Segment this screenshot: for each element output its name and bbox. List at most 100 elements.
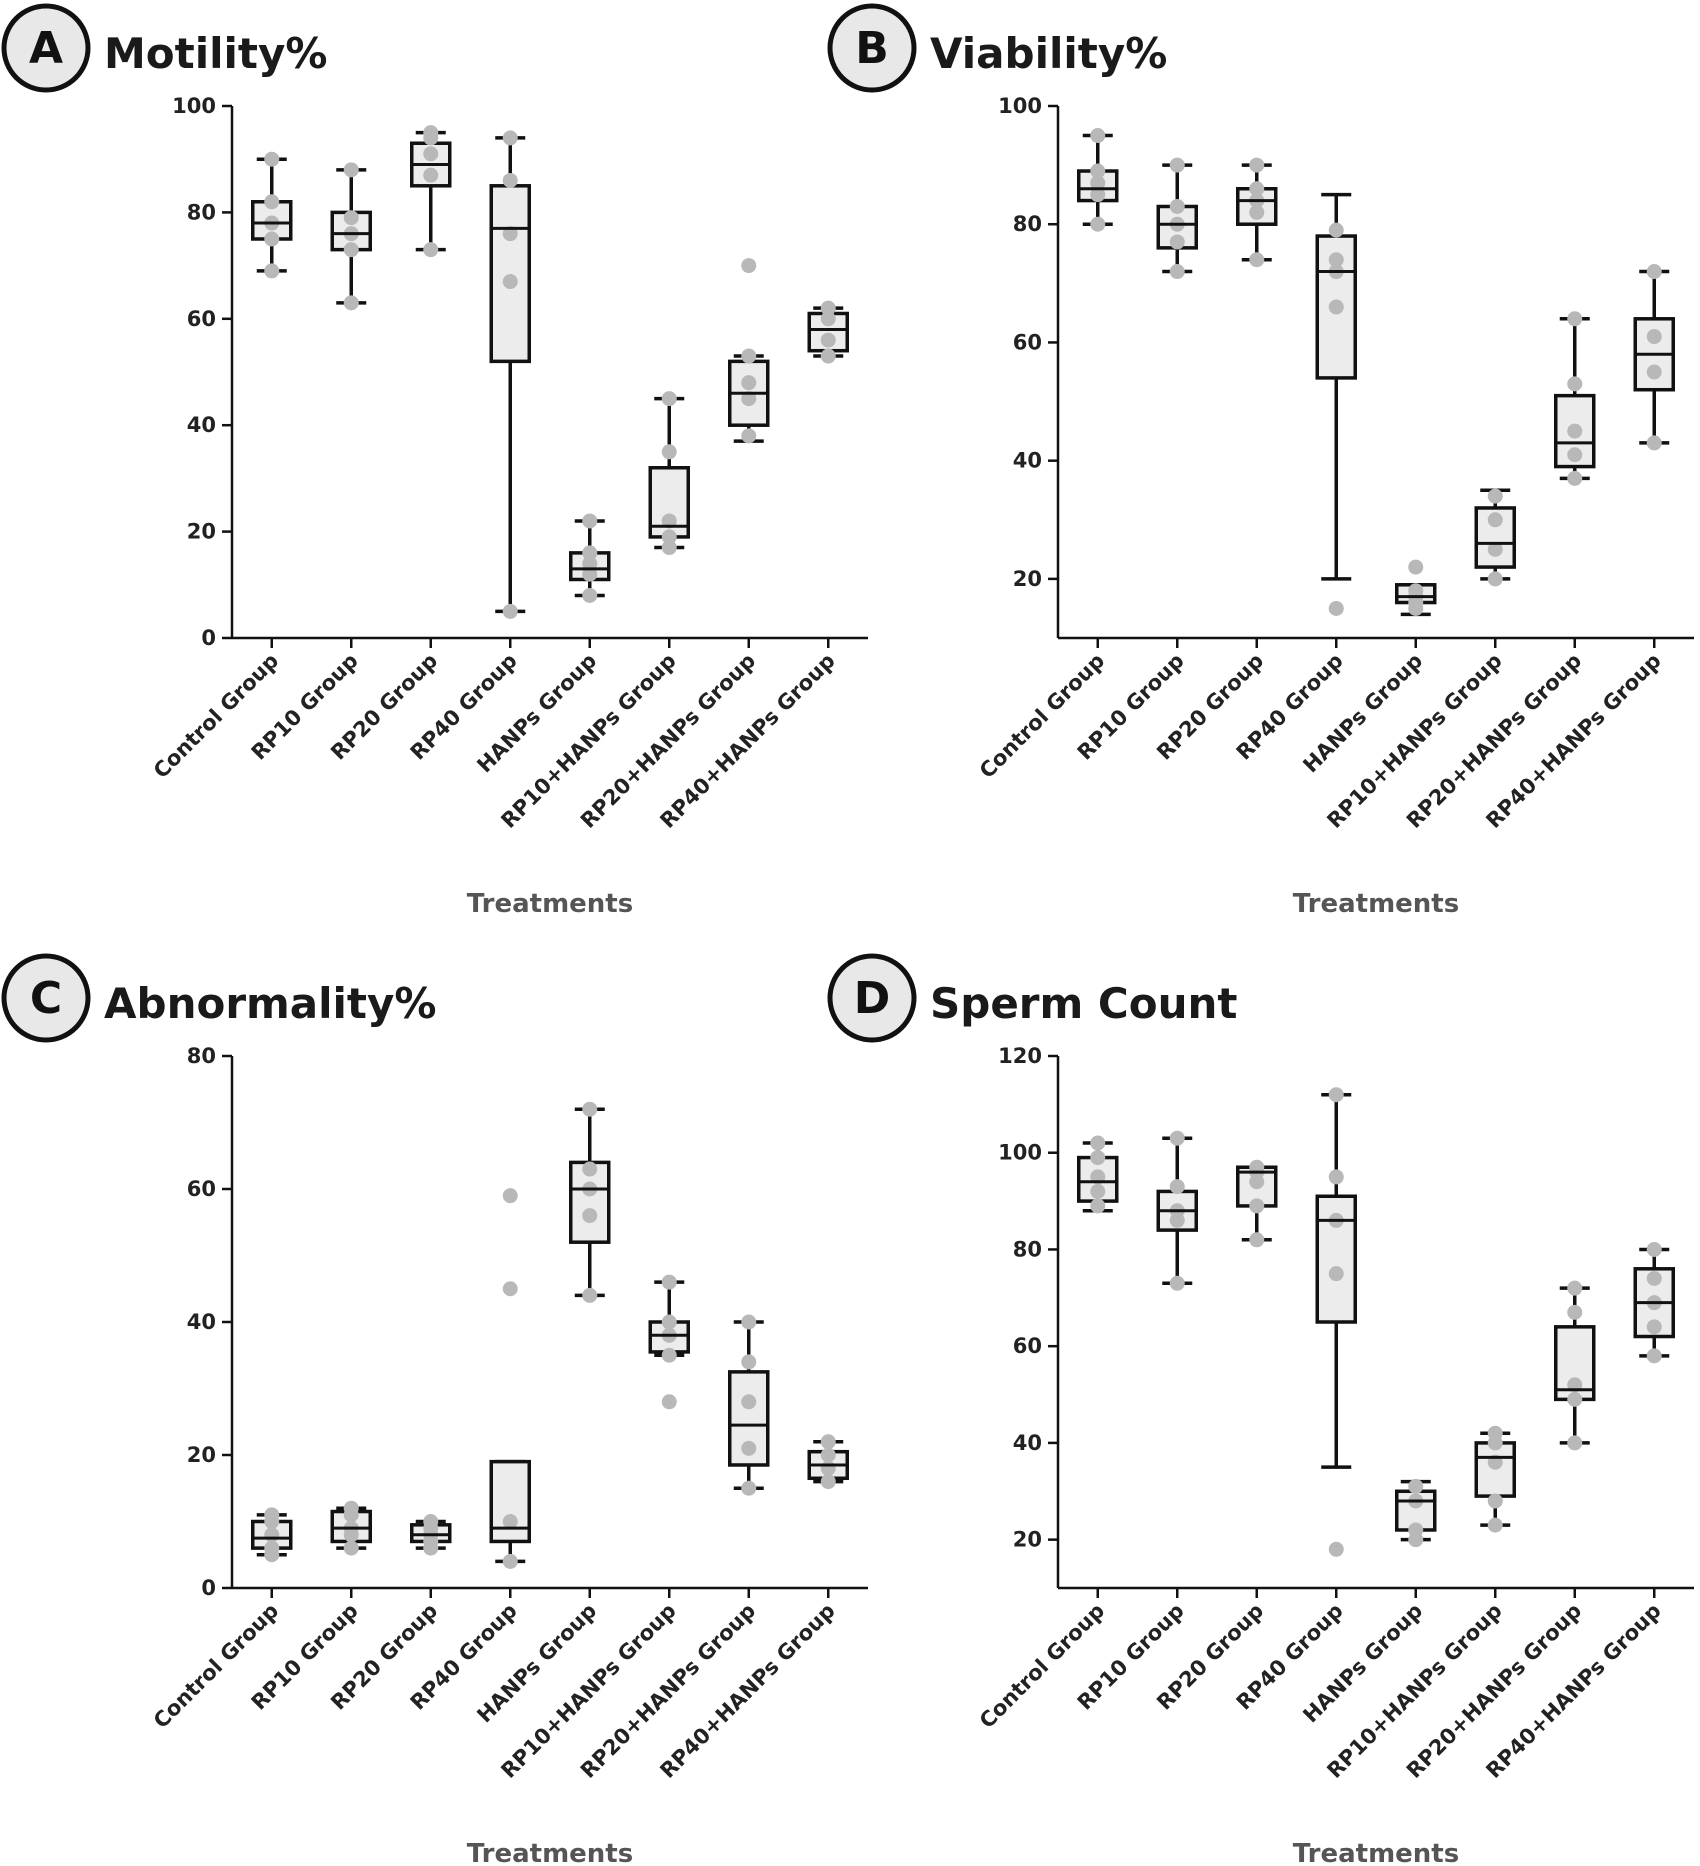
data-point — [661, 444, 677, 460]
box-plot — [1236, 1159, 1278, 1248]
data-point — [343, 162, 359, 178]
data-point — [661, 1394, 677, 1410]
data-point — [1487, 1425, 1503, 1441]
data-point — [1487, 1493, 1503, 1509]
box-plot — [1156, 157, 1198, 280]
data-point — [820, 311, 836, 327]
data-point — [820, 1460, 836, 1476]
data-point — [1328, 600, 1344, 616]
y-tick-label: 60 — [187, 307, 216, 331]
box-plot — [569, 1101, 611, 1303]
data-point — [343, 210, 359, 226]
data-point — [423, 1514, 439, 1529]
box-plot — [489, 130, 531, 619]
y-tick-label: 60 — [1013, 330, 1042, 354]
data-point — [661, 513, 677, 529]
data-point — [1328, 222, 1344, 238]
data-point — [1408, 559, 1424, 575]
data-point — [423, 146, 439, 162]
y-tick-label: 120 — [998, 1044, 1042, 1068]
data-point — [264, 231, 280, 247]
box-plot — [1077, 128, 1119, 232]
y-tick-label: 60 — [187, 1177, 216, 1201]
data-point — [1169, 234, 1185, 250]
panel-letter: D — [854, 973, 891, 1024]
data-point — [582, 1161, 598, 1177]
box-plot — [807, 1434, 849, 1490]
data-point — [582, 545, 598, 561]
data-point — [1090, 187, 1106, 203]
data-point — [264, 1507, 280, 1523]
data-point — [1567, 1304, 1583, 1320]
panel-badge — [1, 3, 91, 93]
y-tick-label: 100 — [998, 1141, 1042, 1165]
data-point — [582, 1208, 598, 1224]
iqr-box — [489, 184, 531, 364]
data-point — [820, 332, 836, 348]
data-point — [741, 1440, 757, 1456]
data-point — [343, 295, 359, 311]
y-tick-label: 20 — [187, 1443, 216, 1467]
box-plot — [1554, 311, 1596, 486]
y-tick-label: 80 — [1013, 212, 1042, 236]
data-point — [1567, 447, 1583, 463]
box-plot — [489, 1188, 531, 1569]
data-point — [1408, 1522, 1424, 1538]
box-plot — [1474, 1425, 1516, 1533]
data-point — [1169, 1130, 1185, 1146]
data-point — [741, 258, 757, 274]
chart-title: Sperm Count — [930, 979, 1237, 1028]
data-point — [423, 125, 439, 141]
data-point — [741, 1314, 757, 1330]
data-point — [1646, 1319, 1662, 1335]
data-point — [1567, 1391, 1583, 1407]
data-point — [1090, 1135, 1106, 1151]
box-plot — [648, 1274, 690, 1410]
data-point — [741, 428, 757, 444]
chart-title: Abnormality% — [104, 979, 436, 1028]
box-plot — [648, 391, 690, 556]
data-point — [264, 151, 280, 167]
data-point — [820, 348, 836, 364]
data-point — [1090, 1150, 1106, 1166]
data-point — [1249, 1232, 1265, 1248]
y-tick-label: 20 — [1013, 1528, 1042, 1552]
data-point — [661, 1347, 677, 1363]
data-point — [1328, 1087, 1344, 1103]
box-plot — [807, 300, 849, 364]
data-point — [1169, 264, 1185, 280]
data-point — [502, 274, 518, 290]
box-plot — [1633, 264, 1675, 451]
data-point — [582, 1287, 598, 1303]
box-plot — [251, 151, 293, 279]
data-point — [820, 1434, 836, 1450]
panel-letter: A — [29, 23, 63, 74]
data-point — [264, 1527, 280, 1543]
data-point — [820, 1474, 836, 1490]
data-point — [502, 603, 518, 619]
data-point — [502, 1281, 518, 1297]
data-point — [661, 1274, 677, 1290]
data-point — [1249, 252, 1265, 268]
y-tick-label: 40 — [187, 413, 216, 437]
data-point — [1487, 488, 1503, 504]
data-point — [502, 1514, 518, 1529]
data-point — [1487, 541, 1503, 557]
data-point — [1646, 1348, 1662, 1364]
y-tick-label: 40 — [187, 1310, 216, 1334]
data-point — [661, 540, 677, 556]
data-point — [582, 513, 598, 529]
chart-title: Viability% — [930, 29, 1167, 78]
data-point — [1646, 364, 1662, 380]
data-point — [741, 391, 757, 407]
data-point — [582, 556, 598, 572]
data-point — [423, 167, 439, 183]
data-point — [1487, 571, 1503, 587]
data-point — [502, 172, 518, 188]
